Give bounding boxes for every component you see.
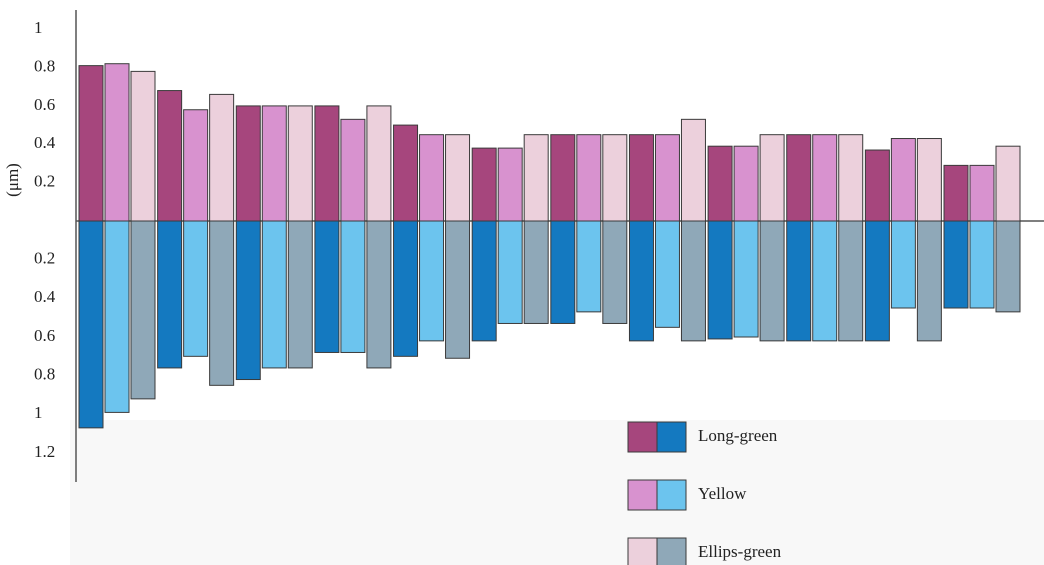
legend-swatch [656, 537, 687, 565]
bar [576, 220, 602, 313]
bar [550, 220, 576, 324]
bar [261, 105, 287, 222]
bar [602, 220, 628, 324]
y-tick-label: 0.6 [34, 326, 55, 345]
bar [497, 220, 523, 324]
bar [786, 220, 812, 342]
bar [314, 220, 340, 353]
bar [969, 164, 995, 222]
y-tick-label: 0.8 [34, 365, 55, 384]
bar [943, 220, 969, 309]
bar [890, 220, 916, 309]
bar [916, 220, 942, 342]
bar [366, 105, 392, 222]
legend-label: Long-green [698, 426, 778, 445]
bar [366, 220, 392, 369]
legend-label: Yellow [698, 484, 747, 503]
y-tick-label: 0.6 [34, 95, 55, 114]
bar [340, 118, 366, 222]
bar [995, 220, 1021, 313]
bar [759, 220, 785, 342]
bar [786, 134, 812, 222]
bar [471, 220, 497, 342]
bar [733, 220, 759, 338]
bar [183, 109, 209, 222]
bar [654, 134, 680, 222]
bar [183, 220, 209, 357]
bar [393, 220, 419, 357]
bar [707, 145, 733, 222]
bar [707, 220, 733, 340]
y-tick-label: 0.2 [34, 249, 55, 268]
bar [78, 65, 104, 222]
bar [157, 220, 183, 369]
bar [393, 124, 419, 222]
bar [628, 134, 654, 222]
bar [654, 220, 680, 328]
bar [550, 134, 576, 222]
legend-label: Ellips-green [698, 542, 782, 561]
bar [838, 220, 864, 342]
bar [104, 220, 130, 413]
legend-backdrop [70, 420, 1044, 565]
bar [733, 145, 759, 222]
bar [130, 70, 156, 222]
bar [497, 147, 523, 222]
legend-swatch [627, 479, 658, 511]
bar [340, 220, 366, 353]
bar [812, 220, 838, 342]
y-tick-label: 1 [34, 18, 43, 37]
bar [445, 134, 471, 222]
bar [209, 93, 235, 222]
bar [602, 134, 628, 222]
bar [157, 90, 183, 222]
y-tick-label: 0.4 [34, 287, 56, 306]
bar [104, 63, 130, 222]
legend-swatch [627, 421, 658, 453]
bar [969, 220, 995, 309]
bar [287, 220, 313, 369]
y-tick-label: 0.2 [34, 172, 55, 191]
bar [576, 134, 602, 222]
bar [812, 134, 838, 222]
bar [864, 220, 890, 342]
bar [838, 134, 864, 222]
bar [419, 134, 445, 222]
bar [890, 138, 916, 222]
bar [995, 145, 1021, 222]
bar [287, 105, 313, 222]
bar [235, 220, 261, 381]
y-tick-label: 1.2 [34, 442, 55, 461]
bar [78, 220, 104, 429]
bar [680, 220, 706, 342]
bar [235, 105, 261, 222]
y-tick-label: 1 [34, 403, 43, 422]
bar [261, 220, 287, 369]
bar [864, 149, 890, 222]
y-tick-label: 0.4 [34, 133, 56, 152]
y-tick-label: 0.8 [34, 56, 55, 75]
bar [628, 220, 654, 342]
y-axis-label: (μm) [3, 163, 22, 197]
bar [445, 220, 471, 359]
bar [209, 220, 235, 386]
bar [471, 147, 497, 222]
bar [419, 220, 445, 342]
bar [523, 134, 549, 222]
legend-swatch [656, 421, 687, 453]
legend-swatch [627, 537, 658, 565]
legend-swatch [656, 479, 687, 511]
bar [130, 220, 156, 400]
bar [943, 164, 969, 222]
bar [523, 220, 549, 324]
bar [680, 118, 706, 222]
bar [759, 134, 785, 222]
bar [314, 105, 340, 222]
bar [916, 138, 942, 222]
